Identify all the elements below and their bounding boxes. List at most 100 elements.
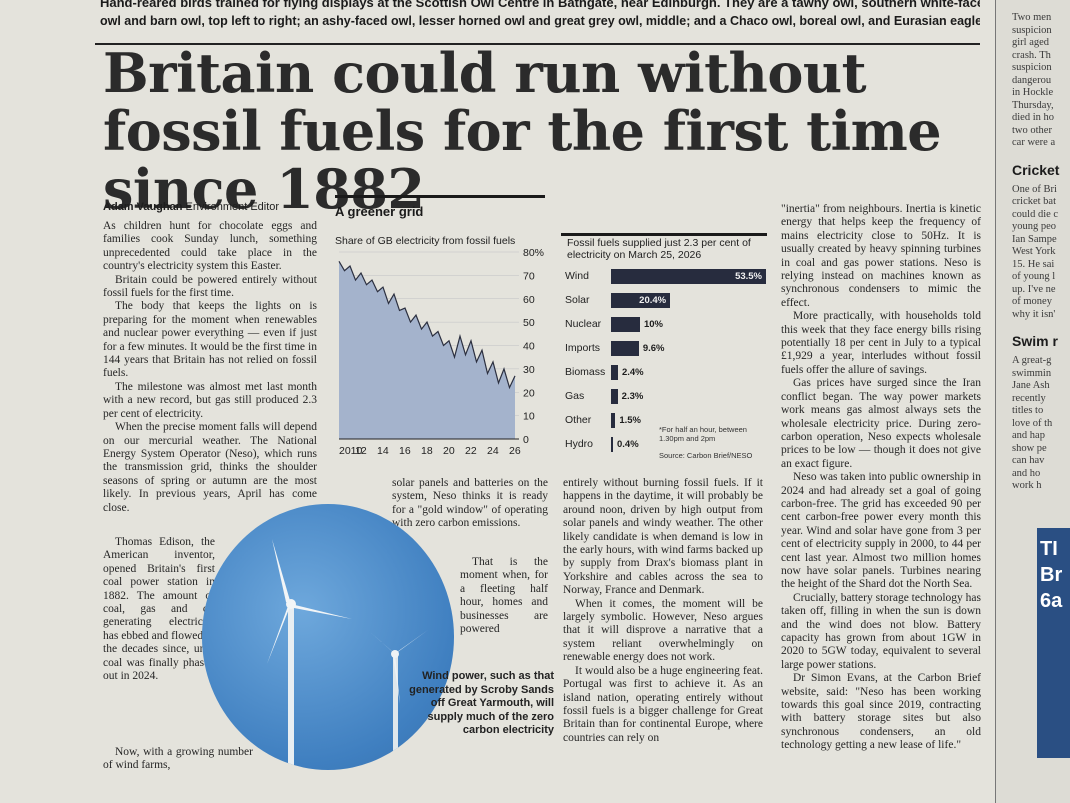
byline: Adam Vaughan Environment Editor <box>103 200 317 214</box>
paragraph: As children hunt for chocolate eggs and … <box>103 220 317 273</box>
bar-value-label: 9.6% <box>642 343 665 354</box>
bar-value-label: 53.5% <box>735 271 762 282</box>
sidebar-text-line: titles to <box>1012 405 1044 416</box>
y-tick-label: 40 <box>523 341 535 353</box>
wind-turbine-illustration <box>267 539 434 770</box>
area-series-line <box>338 260 516 390</box>
x-tick-label: 22 <box>465 445 477 457</box>
article-column-4: "inertia" from neighbours. Inertia is ki… <box>781 203 981 753</box>
x-tick-label: 26 <box>509 445 521 457</box>
bar-chart-source: Source: Carbon Brief/NESO <box>659 451 753 460</box>
sidebar-text-line: Two men <box>1012 12 1052 23</box>
sidebar-text-line: died in ho <box>1012 112 1054 123</box>
sidebar-text-line: cricket bat <box>1012 196 1057 207</box>
bar-category-label: Nuclear <box>565 318 602 330</box>
paragraph: Thomas Edison, the American inventor, op… <box>103 536 215 683</box>
sidebar-heading-swim: Swim r <box>1012 333 1058 349</box>
chart-title: A greener grid <box>335 195 545 220</box>
sidebar-text-line: crash. Th <box>1012 49 1051 61</box>
sidebar-text-line: girl aged <box>1012 37 1050 48</box>
sidebar-text-line: Ian Sampe <box>1012 233 1057 245</box>
paragraph: More practically, with households told t… <box>781 310 981 376</box>
sidebar-text-line: suspicion <box>1012 62 1052 73</box>
bar-category-label: Biomass <box>565 366 606 378</box>
paragraph: Neso was taken into public ownership in … <box>781 471 981 591</box>
sidebar-text-line: One of Bri <box>1012 183 1057 195</box>
chart-greener-grid: A greener grid Share of GB electricity f… <box>335 195 767 465</box>
sidebar-text-line: suspicion <box>1012 24 1052 36</box>
paragraph: solar panels and batteries on the system… <box>392 477 548 530</box>
bar-chart-rule <box>561 233 767 236</box>
article-column-2-lower: That is the moment when, for a fleeting … <box>460 556 548 636</box>
bar-value-label: 1.5% <box>619 415 641 426</box>
bar-value-label: 0.4% <box>617 439 639 450</box>
y-tick-label: 20 <box>523 387 535 399</box>
bar <box>611 341 639 356</box>
paragraph: When it comes, the moment will be largel… <box>563 597 763 664</box>
y-tick-label: 80% <box>523 247 544 259</box>
sidebar-story-2: One of Bri cricket bat could die c young pe… <box>996 184 1070 322</box>
area-chart-subtitle: Share of GB electricity from fossil fuel… <box>335 235 516 247</box>
y-tick-label: 50 <box>523 317 535 329</box>
x-tick-label: 24 <box>487 445 499 457</box>
sidebar-text-line: Jane Ash <box>1012 380 1050 391</box>
photo-caption: Wind power, such as that generated by Sc… <box>409 670 554 736</box>
paragraph: The body that keeps the lights on is pre… <box>103 300 317 380</box>
sidebar-text-line: two other <box>1012 124 1052 136</box>
sidebar-text-line: love of th <box>1012 417 1053 429</box>
bar <box>611 413 616 428</box>
paragraph: Crucially, battery storage technology ha… <box>781 591 981 671</box>
article-column-1-wrap: Thomas Edison, the American inventor, op… <box>103 536 215 683</box>
article-column-1: Adam Vaughan Environment Editor As child… <box>103 200 317 515</box>
x-tick-label: 12 <box>355 445 367 457</box>
sidebar-text-line: recently <box>1012 392 1046 404</box>
sidebar-text-line: West York <box>1012 246 1056 257</box>
y-tick-label: 10 <box>523 411 535 423</box>
sidebar-text-line: work h <box>1012 480 1042 491</box>
x-tick-label: 18 <box>421 445 433 457</box>
bar-category-label: Other <box>565 414 592 426</box>
bar-category-label: Imports <box>565 342 601 354</box>
sidebar-text-line: dangerou <box>1012 74 1052 86</box>
sidebar-story-1: Two men suspicion girl aged crash. Th suspic… <box>996 12 1070 150</box>
bar <box>611 293 671 308</box>
paragraph: Now, with a growing number of wind farms… <box>103 746 253 772</box>
article-column-3: entirely without burning fossil fuels. I… <box>563 477 763 745</box>
sidebar-text-line: can hav <box>1012 455 1045 466</box>
sidebar-text-line: 15. He sai <box>1012 258 1055 270</box>
x-tick-label: 14 <box>377 445 389 457</box>
x-tick-label: 2010 <box>339 445 363 457</box>
sidebar-text-line: show pe <box>1012 442 1047 454</box>
y-tick-label: 30 <box>523 364 535 376</box>
x-tick-label: 20 <box>443 445 455 457</box>
sidebar-text-line: and ho <box>1012 467 1041 479</box>
sidebar-text-line: Thursday, <box>1012 99 1054 111</box>
paragraph: It would also be a huge engineering feat… <box>563 664 763 744</box>
area-series <box>339 261 515 439</box>
sidebar-text-line: swimmin <box>1012 367 1052 379</box>
paragraph: Dr Simon Evans, at the Carbon Brief webs… <box>781 672 981 752</box>
wind-turbine-photo <box>202 504 454 770</box>
paragraph: That is the moment when, for a fleeting … <box>460 556 548 636</box>
sidebar-promo: TI Br 6a <box>1037 528 1070 758</box>
bar-value-label: 2.4% <box>621 367 644 378</box>
sidebar-text-line: car were a <box>1012 137 1056 148</box>
bar-category-label: Hydro <box>565 438 594 450</box>
article-column-1-end: Now, with a growing number of wind farms… <box>103 746 253 773</box>
byline-name: Adam Vaughan <box>103 201 183 213</box>
bar <box>611 437 613 452</box>
bar-chart: Wind 53.5% Solar 20.4% Nuclear 10% Imports 9.6%… <box>565 269 767 459</box>
bar-value-label: 2.3% <box>621 391 644 402</box>
sidebar-text-line: young peo <box>1012 221 1057 232</box>
y-tick-label: 0 <box>523 434 529 446</box>
y-tick-label: 70 <box>523 270 535 282</box>
bar <box>611 365 618 380</box>
sidebar-text-line: why it isn' <box>1012 308 1056 320</box>
paragraph: "inertia" from neighbours. Inertia is ki… <box>781 203 981 309</box>
sidebar-text-line: could die c <box>1012 208 1059 220</box>
bar-category-label: Solar <box>565 294 590 306</box>
top-rule <box>95 43 980 45</box>
sidebar-story-3: A great-g swimmin Jane Ash recently titles t… <box>996 355 1070 493</box>
article-column-2: solar panels and batteries on the system… <box>342 477 548 531</box>
